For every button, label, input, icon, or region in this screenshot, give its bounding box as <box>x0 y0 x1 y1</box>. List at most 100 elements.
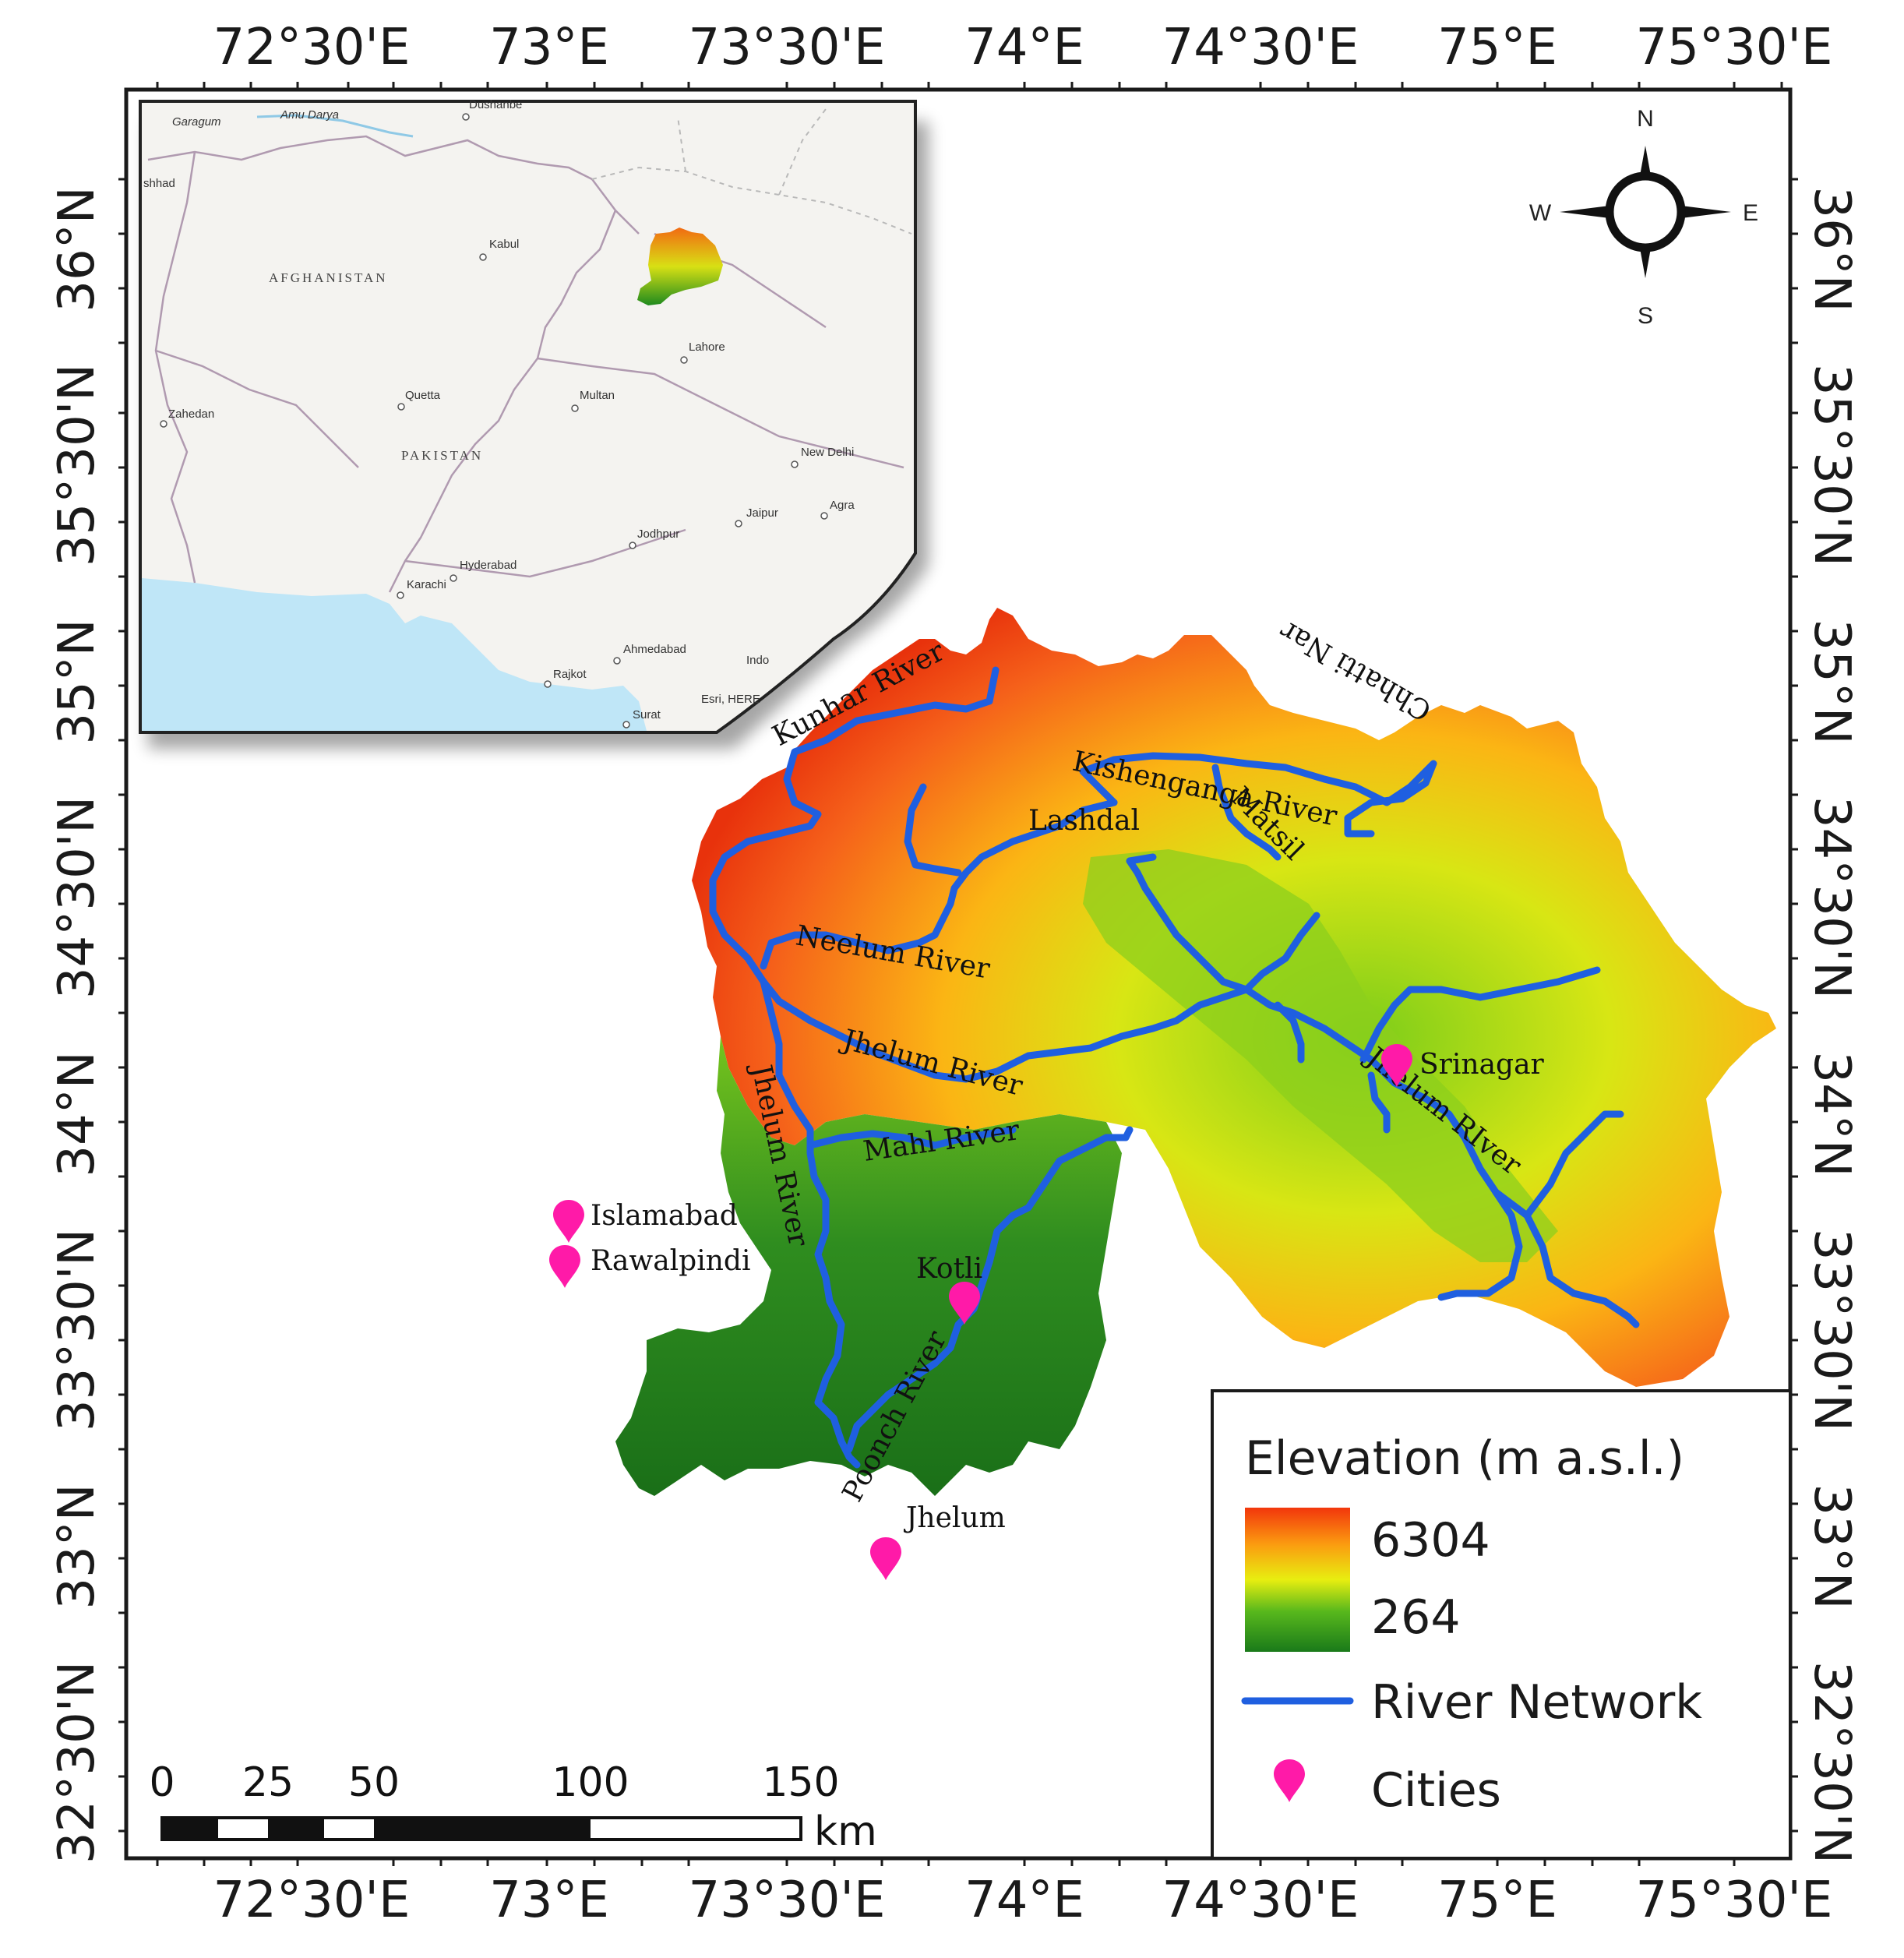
inset-label-karachi: Karachi <box>407 578 446 591</box>
inset-label-pakistan: PAKISTAN <box>401 448 483 463</box>
inset-label-dushanbe: Dushanbe <box>469 98 522 111</box>
scale-bar-segment <box>162 1818 218 1840</box>
inset-frame <box>139 100 917 734</box>
inset-label-surat: Surat <box>633 708 661 721</box>
basin-low-valley <box>1083 849 1558 1262</box>
lon-labels-top: 72°30'E 73°E 73°30'E 74°E 74°30'E 75°E 7… <box>213 19 1833 76</box>
lon-label: 75°E <box>1437 1872 1557 1929</box>
scale-label: 50 <box>348 1759 400 1806</box>
lon-labels-bottom: 72°30'E 73°E 73°30'E 74°E 74°30'E 75°E 7… <box>213 1872 1833 1929</box>
neelum-jhelum-line <box>760 978 1250 1083</box>
city-label-jhelum: Jhelum <box>903 1502 1006 1534</box>
lon-label: 75°30'E <box>1636 1872 1833 1929</box>
inset-label-amu-darya: Amu Darya <box>280 108 339 122</box>
inset-label-rajkot: Rajkot <box>553 668 587 681</box>
inset-label-garagum: Garagum <box>172 115 221 129</box>
city-label-srinagar: Srinagar <box>1419 1049 1545 1081</box>
scale-bar: 0 25 50 100 150 km <box>149 1759 876 1855</box>
legend-river-network: River Network <box>1371 1675 1702 1730</box>
kunhar-river-line <box>709 666 1000 986</box>
city-marker-jhelum[interactable]: Jhelum <box>870 1502 1006 1580</box>
jhelum-e-fork <box>1523 1110 1624 1219</box>
lat-label: 34°N <box>1803 1051 1860 1177</box>
lat-label: 33°30'N <box>48 1229 106 1431</box>
river-network <box>709 666 1640 1469</box>
legend-title: Elevation (m a.s.l.) <box>1245 1431 1684 1486</box>
lat-label: 32°30'N <box>1803 1661 1860 1864</box>
inset-label-quetta: Quetta <box>405 389 441 402</box>
lon-label: 73°30'E <box>689 19 886 76</box>
lashdal-line <box>904 783 962 877</box>
inset-map: Garagum Dushanbe Amu Darya shhad Kabul A… <box>139 98 929 749</box>
jhelum-branch-b <box>1367 1071 1391 1134</box>
lat-labels-left: 36°N 35°30'N 35°N 34°30'N 34°N 33°30'N 3… <box>48 186 106 1864</box>
legend-cities: Cities <box>1371 1763 1501 1818</box>
inset-label-zahedan: Zahedan <box>168 407 214 421</box>
city-label-rawalpindi: Rawalpindi <box>591 1245 751 1277</box>
inset-label-hyderabad: Hyderabad <box>460 559 517 572</box>
lon-label: 72°30'E <box>213 19 411 76</box>
lon-label: 75°30'E <box>1636 19 1833 76</box>
lon-label: 75°E <box>1437 19 1557 76</box>
inset-basin <box>637 228 723 305</box>
scale-label: 0 <box>149 1759 175 1806</box>
city-marker-kotli[interactable]: Kotli <box>916 1253 982 1325</box>
matsil-line <box>1211 764 1282 861</box>
lat-label: 36°N <box>48 186 106 312</box>
lat-label: 35°30'N <box>1803 364 1860 566</box>
scale-label: 150 <box>762 1759 839 1806</box>
jhelum-branch-a <box>1274 1001 1305 1064</box>
scale-label: 100 <box>552 1759 629 1806</box>
jhelum-south-fork <box>1437 1188 1523 1301</box>
map-pin-icon <box>870 1537 901 1580</box>
map-pin-icon <box>553 1200 584 1243</box>
lat-labels-right: 36°N 35°30'N 35°N 34°30'N 34°N 33°30'N 3… <box>1803 186 1860 1864</box>
lat-label: 33°N <box>48 1483 106 1609</box>
map-pin-icon <box>949 1282 980 1325</box>
legend-elevation-high: 6304 <box>1371 1513 1490 1568</box>
compass-north: N <box>1637 106 1654 132</box>
kishenganga-river-line <box>1079 752 1437 838</box>
lon-label: 73°E <box>489 19 609 76</box>
scale-bar-segment <box>374 1818 591 1840</box>
lat-label: 34°30'N <box>48 796 106 999</box>
inset-label-indore: Indo <box>746 654 769 667</box>
inset-label-multan: Multan <box>580 389 615 402</box>
city-marker-srinagar[interactable]: Srinagar <box>1381 1044 1545 1087</box>
jhelum-se-fork <box>1492 1188 1640 1328</box>
lon-label: 74°E <box>964 19 1084 76</box>
inset-label-new-delhi: New Delhi <box>801 446 854 459</box>
jhelum-upper-se <box>1243 986 1500 1196</box>
lon-label: 74°E <box>964 1872 1084 1929</box>
jhelum-lower-line <box>760 978 861 1469</box>
lon-label: 73°30'E <box>689 1872 886 1929</box>
city-marker-islamabad[interactable]: Islamabad <box>553 1200 738 1243</box>
mahl-river-line <box>806 1126 1017 1149</box>
inset-label-lahore: Lahore <box>689 340 725 354</box>
north-arrow-icon: N S E W <box>1529 106 1758 329</box>
map-frame <box>124 87 1793 1861</box>
lon-label: 74°30'E <box>1162 1872 1359 1929</box>
basin-south-lowland <box>615 1036 1122 1496</box>
city-label-islamabad: Islamabad <box>591 1200 738 1232</box>
legend-elevation-low: 264 <box>1371 1590 1461 1645</box>
compass-west: W <box>1529 200 1552 226</box>
inset-dashed-boundary <box>591 108 912 235</box>
lat-label: 33°30'N <box>1803 1229 1860 1431</box>
lat-label: 33°N <box>1803 1483 1860 1609</box>
inset-label-jaipur: Jaipur <box>746 506 778 520</box>
compass-south: S <box>1638 303 1653 329</box>
river-label-lashdal: Lashdal <box>1028 805 1140 837</box>
city-marker-rawalpindi[interactable]: Rawalpindi <box>549 1245 751 1288</box>
legend-elevation-ramp <box>1245 1508 1350 1652</box>
map-pin-icon <box>549 1245 580 1288</box>
inset-attribution: Esri, HERE <box>701 693 760 706</box>
map-pin-icon <box>1381 1044 1412 1087</box>
inset-label-kabul: Kabul <box>489 238 519 251</box>
inset-label-ahmedabad: Ahmedabad <box>623 643 686 656</box>
inset-amu-darya-river <box>256 114 414 138</box>
lon-label: 73°E <box>489 1872 609 1929</box>
city-markers: Islamabad Rawalpindi Kotli Srinagar Jhel… <box>549 1044 1545 1580</box>
lat-label: 35°30'N <box>48 364 106 566</box>
lon-label: 74°30'E <box>1162 19 1359 76</box>
